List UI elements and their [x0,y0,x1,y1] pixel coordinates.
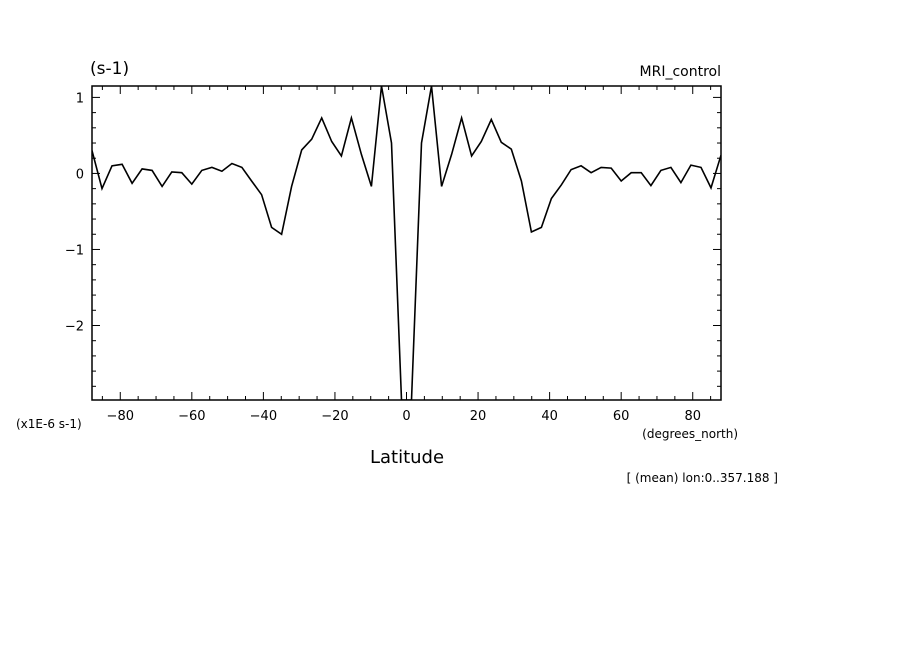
x-unit-label: (degrees_north) [642,427,738,441]
plot-frame [91,85,722,401]
x-tick-label: 80 [684,409,701,424]
top-right-label: MRI_control [640,64,721,80]
top-left-label: (s-1) [90,59,129,79]
x-tick-label: 20 [470,409,487,424]
x-tick-labels: −80 −60 −40 −20 0 20 40 60 80 [107,409,701,424]
y-scale-label: (x1E-6 s-1) [16,417,82,431]
x-tick-label: 60 [613,409,630,424]
x-tick-label: 0 [402,409,410,424]
y-tick-label: 1 [76,91,84,106]
x-tick-label: −60 [178,409,205,424]
x-tick-label: −80 [107,409,134,424]
axis-ticks [92,86,721,400]
x-tick-label: −40 [250,409,277,424]
y-tick-label: 0 [76,167,84,182]
y-tick-label: −1 [65,243,84,258]
y-tick-labels: 1 0 −1 −2 [65,91,84,334]
x-tick-label: 40 [541,409,558,424]
series-line [92,86,721,400]
footnote: [ (mean) lon:0..357.188 ] [627,471,778,485]
x-tick-label: −20 [321,409,348,424]
y-tick-label: −2 [65,319,84,334]
x-axis-title: Latitude [370,447,444,468]
